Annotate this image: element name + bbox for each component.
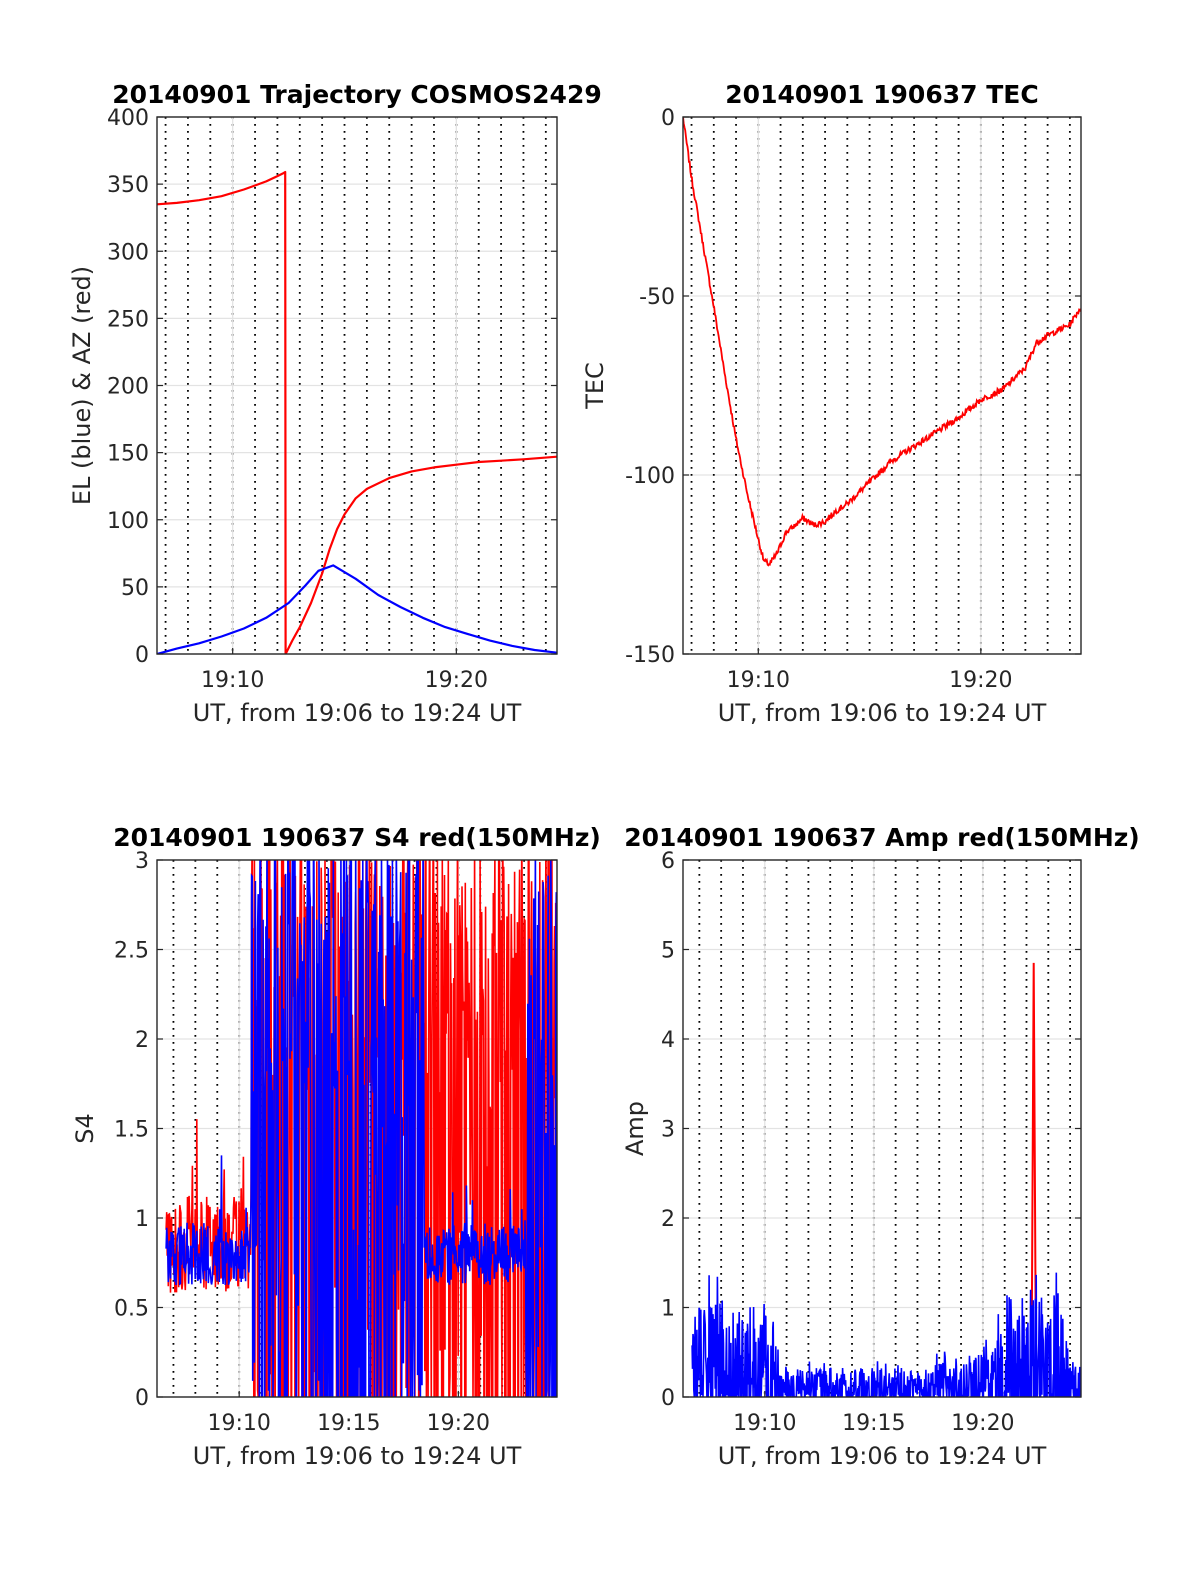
x-tick-label: 19:10 — [733, 1411, 796, 1436]
series-line-amp-red — [1030, 962, 1037, 1308]
x-tick-label: 19:20 — [427, 1411, 490, 1436]
chart-title: 20140901 190637 Amp red(150MHz) — [624, 823, 1140, 852]
axes-frame — [156, 116, 558, 655]
chart-1: 0 50 100 150 200 250 300 350 400 19:10 19:20 201409… — [68, 80, 602, 727]
y-tick-label: 5 — [661, 939, 675, 964]
y-tick-label: 0.5 — [114, 1297, 149, 1322]
chart-4: 0 1 2 3 4 5 6 19:10 19:15 19:20 20140901 190637 Am… — [621, 823, 1140, 1470]
axes-frame — [682, 116, 1082, 655]
x-tick-label: 19:20 — [951, 1411, 1014, 1436]
x-tick-label: 19:10 — [201, 668, 264, 693]
series-line-el — [157, 564, 557, 654]
y-tick-label: 1.5 — [114, 1118, 149, 1143]
x-tick-label: 19:10 — [207, 1411, 270, 1436]
y-tick-label: -100 — [625, 464, 675, 489]
y-tick-label: 4 — [661, 1028, 675, 1053]
series-line-s4-blue — [165, 860, 557, 1397]
series-line-tec — [683, 117, 1081, 567]
plot-area — [683, 117, 1081, 654]
y-tick-label: 1 — [661, 1297, 675, 1322]
chart-2: -150 -100 -50 0 19:10 19:20 20140901 190637 TE… — [581, 80, 1082, 727]
x-axis-label: UT, from 19:06 to 19:24 UT — [193, 1442, 522, 1470]
y-tick-label: 2 — [661, 1207, 675, 1232]
y-tick-label: 6 — [661, 849, 675, 874]
series-line-amp-blue — [691, 1272, 1081, 1397]
y-tick-label: 2.5 — [114, 939, 149, 964]
chart-3: 0 0.5 1 1.5 2 2.5 3 19:10 19:15 19:20 20140901 190… — [71, 823, 601, 1470]
y-axis-label: TEC — [581, 362, 609, 410]
x-tick-label: 19:20 — [425, 668, 488, 693]
x-axis-label: UT, from 19:06 to 19:24 UT — [718, 699, 1047, 727]
y-tick-label: 1 — [135, 1207, 149, 1232]
data-layer — [691, 962, 1081, 1397]
y-tick-label: 400 — [107, 106, 149, 131]
y-tick-label: -50 — [639, 285, 675, 310]
y-tick-label: 0 — [661, 1386, 675, 1411]
y-tick-label: 350 — [107, 173, 149, 198]
x-tick-label: 19:15 — [317, 1411, 380, 1436]
y-tick-label: 100 — [107, 509, 149, 534]
y-tick-label: 150 — [107, 442, 149, 467]
x-axis-label: UT, from 19:06 to 19:24 UT — [718, 1442, 1047, 1470]
chart-title: 20140901 190637 TEC — [725, 80, 1038, 109]
y-tick-label: -150 — [625, 643, 675, 668]
x-axis-label: UT, from 19:06 to 19:24 UT — [193, 699, 522, 727]
y-tick-label: 50 — [121, 576, 149, 601]
y-tick-label: 200 — [107, 375, 149, 400]
y-tick-label: 300 — [107, 240, 149, 265]
y-axis-label: S4 — [71, 1113, 99, 1144]
axes-frame — [156, 859, 558, 1398]
y-axis-label: EL (blue) & AZ (red) — [68, 266, 96, 505]
axes-frame — [682, 859, 1082, 1398]
y-tick-label: 250 — [107, 307, 149, 332]
x-tick-label: 19:20 — [949, 668, 1012, 693]
data-layer — [157, 170, 557, 654]
x-tick-label: 19:10 — [727, 668, 790, 693]
y-axis-label: Amp — [621, 1101, 649, 1156]
data-layer — [683, 117, 1081, 567]
y-tick-label: 0 — [135, 1386, 149, 1411]
data-layer — [165, 860, 557, 1397]
x-tick-label: 19:15 — [842, 1411, 905, 1436]
y-tick-label: 2 — [135, 1028, 149, 1053]
y-tick-label: 0 — [661, 106, 675, 131]
series-line-az — [157, 170, 557, 654]
chart-title: 20140901 Trajectory COSMOS2429 — [112, 80, 602, 109]
y-tick-label: 3 — [135, 849, 149, 874]
chart-title: 20140901 190637 S4 red(150MHz) — [113, 823, 601, 852]
y-tick-label: 3 — [661, 1118, 675, 1143]
y-tick-label: 0 — [135, 643, 149, 668]
